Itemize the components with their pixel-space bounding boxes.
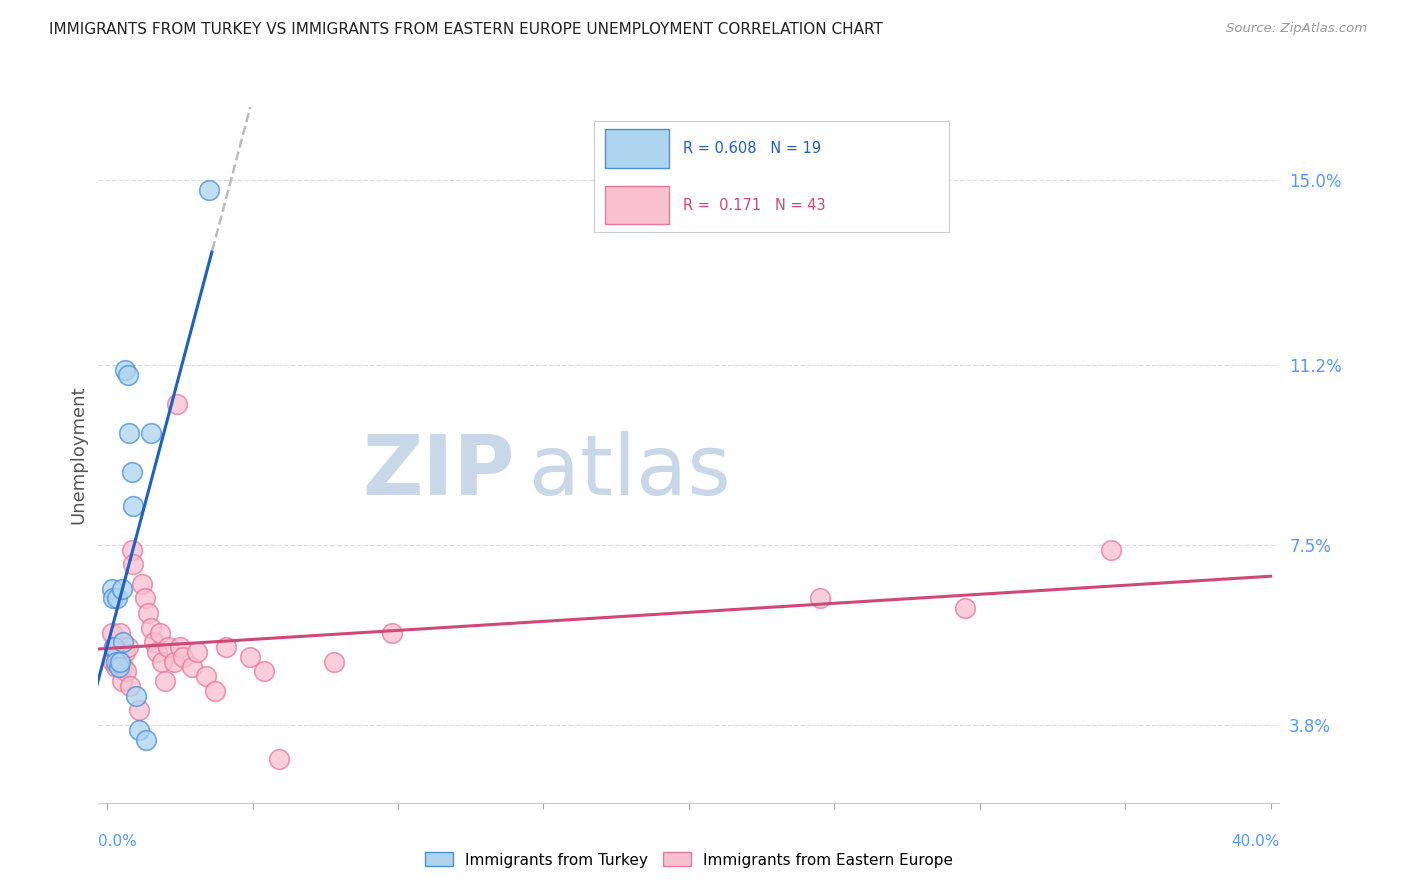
- Point: [1099, 542, 1122, 557]
- Text: ZIP: ZIP: [361, 432, 515, 512]
- Point: [114, 645, 136, 659]
- Point: [128, 703, 150, 717]
- Point: [163, 655, 186, 669]
- Point: [101, 655, 124, 669]
- Point: [121, 542, 143, 557]
- Point: [142, 635, 165, 649]
- Point: [105, 649, 128, 664]
- Point: [117, 640, 139, 654]
- Point: [215, 640, 238, 654]
- Point: [114, 363, 136, 377]
- Point: [107, 659, 129, 673]
- Point: [111, 674, 134, 689]
- Point: [103, 640, 125, 654]
- Point: [103, 640, 125, 654]
- Point: [112, 635, 135, 649]
- Point: [125, 689, 148, 703]
- Point: [152, 655, 174, 669]
- Point: [955, 601, 977, 615]
- Point: [105, 591, 128, 606]
- Point: [381, 625, 404, 640]
- Text: atlas: atlas: [529, 432, 731, 512]
- Point: [134, 591, 156, 606]
- Point: [155, 674, 177, 689]
- Point: [136, 606, 159, 620]
- Point: [128, 723, 150, 737]
- Point: [195, 669, 218, 683]
- Point: [118, 425, 141, 440]
- Text: 0.0%: 0.0%: [98, 834, 138, 849]
- Point: [115, 665, 138, 679]
- Point: [239, 649, 262, 664]
- Point: [112, 659, 135, 673]
- Point: [198, 183, 221, 197]
- Point: [148, 625, 170, 640]
- Point: [139, 425, 162, 440]
- Point: [145, 645, 167, 659]
- Point: [110, 625, 132, 640]
- Point: [100, 625, 122, 640]
- Point: [139, 621, 162, 635]
- Point: [100, 582, 122, 596]
- Point: [117, 368, 139, 382]
- Point: [204, 684, 226, 698]
- Point: [180, 659, 202, 673]
- Point: [169, 640, 191, 654]
- Legend: Immigrants from Turkey, Immigrants from Eastern Europe: Immigrants from Turkey, Immigrants from …: [418, 845, 960, 875]
- Point: [111, 582, 134, 596]
- Point: [120, 679, 142, 693]
- Point: [808, 591, 831, 606]
- Text: 40.0%: 40.0%: [1232, 834, 1279, 849]
- Text: Source: ZipAtlas.com: Source: ZipAtlas.com: [1226, 22, 1367, 36]
- Point: [166, 397, 188, 411]
- Point: [101, 591, 124, 606]
- Point: [104, 659, 127, 673]
- Point: [135, 732, 157, 747]
- Point: [107, 655, 129, 669]
- Point: [122, 558, 145, 572]
- Point: [157, 640, 180, 654]
- Point: [110, 655, 132, 669]
- Point: [121, 465, 143, 479]
- Point: [122, 499, 145, 513]
- Point: [172, 649, 194, 664]
- Text: IMMIGRANTS FROM TURKEY VS IMMIGRANTS FROM EASTERN EUROPE UNEMPLOYMENT CORRELATIO: IMMIGRANTS FROM TURKEY VS IMMIGRANTS FRO…: [49, 22, 883, 37]
- Point: [131, 577, 153, 591]
- Y-axis label: Unemployment: Unemployment: [69, 385, 87, 524]
- Point: [186, 645, 208, 659]
- Point: [104, 655, 127, 669]
- Point: [253, 665, 276, 679]
- Point: [267, 752, 290, 766]
- Point: [323, 655, 346, 669]
